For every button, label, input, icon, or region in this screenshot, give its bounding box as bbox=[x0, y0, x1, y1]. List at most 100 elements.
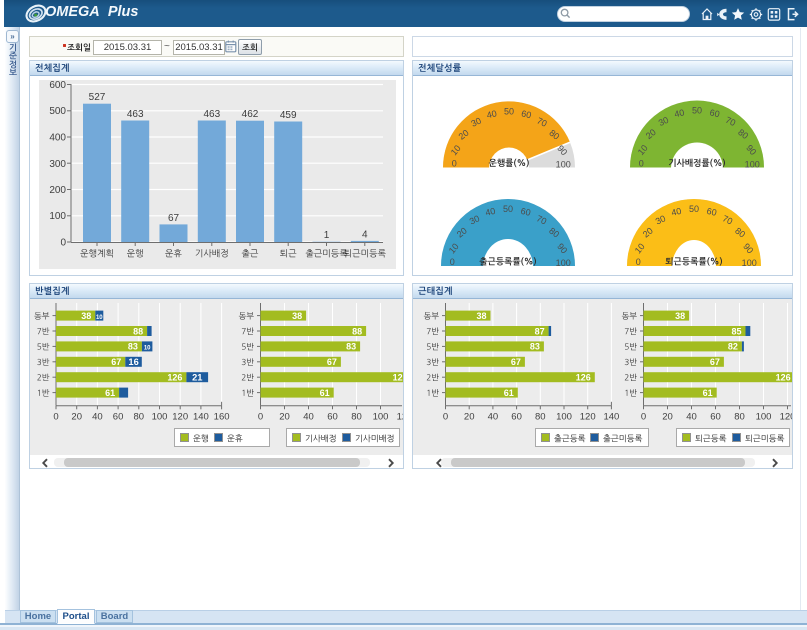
svg-text:60: 60 bbox=[706, 206, 718, 218]
svg-text:38: 38 bbox=[476, 311, 486, 321]
svg-text:50: 50 bbox=[689, 204, 699, 214]
svg-text:120: 120 bbox=[580, 411, 596, 421]
svg-text:40: 40 bbox=[92, 411, 103, 421]
svg-text:0: 0 bbox=[53, 411, 58, 421]
svg-text:50: 50 bbox=[504, 107, 514, 117]
svg-text:40: 40 bbox=[303, 411, 314, 421]
svg-text:67: 67 bbox=[111, 357, 121, 367]
svg-text:82: 82 bbox=[728, 342, 738, 352]
svg-text:90: 90 bbox=[555, 143, 569, 157]
svg-text:60: 60 bbox=[511, 411, 522, 421]
svg-text:400: 400 bbox=[49, 132, 66, 143]
svg-text:0: 0 bbox=[641, 411, 646, 421]
svg-text:80: 80 bbox=[734, 411, 745, 421]
svg-text:4: 4 bbox=[362, 229, 368, 240]
svg-text:120: 120 bbox=[780, 411, 792, 421]
svg-text:0: 0 bbox=[258, 411, 263, 421]
svg-text:70: 70 bbox=[535, 116, 548, 129]
svg-text:1: 1 bbox=[324, 230, 330, 241]
svg-text:126: 126 bbox=[776, 373, 791, 383]
svg-text:126: 126 bbox=[167, 373, 182, 383]
svg-text:300: 300 bbox=[49, 158, 66, 169]
svg-text:462: 462 bbox=[242, 109, 259, 120]
svg-text:40: 40 bbox=[670, 206, 682, 218]
svg-text:60: 60 bbox=[710, 411, 721, 421]
svg-text:90: 90 bbox=[744, 143, 758, 157]
svg-text:88: 88 bbox=[133, 326, 143, 336]
svg-text:126: 126 bbox=[576, 373, 591, 383]
svg-text:83: 83 bbox=[128, 342, 138, 352]
svg-text:80: 80 bbox=[733, 226, 747, 240]
svg-text:85: 85 bbox=[731, 326, 741, 336]
svg-text:87: 87 bbox=[535, 326, 545, 336]
svg-text:600: 600 bbox=[49, 80, 66, 91]
svg-text:100: 100 bbox=[756, 411, 772, 421]
svg-text:40: 40 bbox=[484, 206, 496, 218]
svg-text:80: 80 bbox=[351, 411, 362, 421]
svg-text:67: 67 bbox=[327, 357, 337, 367]
svg-text:40: 40 bbox=[686, 411, 697, 421]
svg-text:90: 90 bbox=[741, 241, 755, 255]
svg-text:10: 10 bbox=[636, 143, 650, 157]
svg-text:20: 20 bbox=[641, 226, 655, 240]
svg-text:100: 100 bbox=[556, 160, 571, 170]
svg-text:463: 463 bbox=[127, 109, 144, 120]
svg-text:61: 61 bbox=[105, 388, 115, 398]
svg-text:463: 463 bbox=[203, 109, 220, 120]
svg-text:100: 100 bbox=[152, 411, 168, 421]
svg-text:88: 88 bbox=[352, 326, 362, 336]
svg-text:120: 120 bbox=[397, 411, 403, 421]
svg-text:90: 90 bbox=[555, 241, 569, 255]
svg-text:70: 70 bbox=[724, 115, 737, 128]
svg-text:30: 30 bbox=[469, 116, 482, 129]
svg-text:60: 60 bbox=[113, 411, 124, 421]
svg-text:83: 83 bbox=[346, 342, 356, 352]
svg-text:126: 126 bbox=[393, 373, 403, 383]
svg-text:200: 200 bbox=[49, 185, 66, 196]
svg-text:40: 40 bbox=[673, 107, 685, 119]
svg-text:10: 10 bbox=[96, 315, 103, 321]
svg-text:60: 60 bbox=[520, 206, 532, 218]
svg-text:80: 80 bbox=[535, 411, 546, 421]
svg-text:0: 0 bbox=[636, 257, 641, 267]
svg-text:20: 20 bbox=[279, 411, 290, 421]
svg-text:10: 10 bbox=[447, 241, 461, 255]
svg-text:0: 0 bbox=[443, 411, 448, 421]
svg-text:140: 140 bbox=[193, 411, 209, 421]
svg-text:140: 140 bbox=[603, 411, 619, 421]
svg-text:40: 40 bbox=[488, 411, 499, 421]
svg-text:60: 60 bbox=[327, 411, 338, 421]
svg-text:80: 80 bbox=[547, 128, 561, 142]
svg-text:30: 30 bbox=[468, 213, 481, 226]
svg-text:16: 16 bbox=[128, 357, 138, 367]
svg-text:20: 20 bbox=[644, 127, 658, 141]
svg-text:50: 50 bbox=[692, 106, 702, 116]
svg-text:80: 80 bbox=[547, 226, 561, 240]
svg-text:20: 20 bbox=[464, 411, 475, 421]
svg-text:61: 61 bbox=[703, 388, 713, 398]
svg-text:67: 67 bbox=[168, 212, 180, 223]
svg-text:67: 67 bbox=[511, 357, 521, 367]
svg-text:70: 70 bbox=[535, 213, 548, 226]
svg-text:20: 20 bbox=[457, 128, 471, 142]
svg-text:20: 20 bbox=[71, 411, 82, 421]
svg-text:30: 30 bbox=[657, 115, 670, 128]
svg-text:50: 50 bbox=[503, 204, 513, 214]
svg-text:40: 40 bbox=[486, 108, 498, 120]
svg-text:83: 83 bbox=[530, 342, 540, 352]
svg-text:120: 120 bbox=[172, 411, 188, 421]
svg-text:0: 0 bbox=[450, 257, 455, 267]
svg-text:80: 80 bbox=[134, 411, 145, 421]
svg-text:30: 30 bbox=[654, 213, 667, 226]
svg-text:10: 10 bbox=[633, 241, 647, 255]
svg-text:459: 459 bbox=[280, 110, 297, 121]
svg-text:527: 527 bbox=[89, 92, 106, 103]
svg-text:100: 100 bbox=[556, 258, 571, 268]
svg-text:0: 0 bbox=[452, 159, 457, 169]
svg-text:0: 0 bbox=[60, 237, 66, 248]
svg-text:100: 100 bbox=[745, 160, 760, 170]
svg-text:500: 500 bbox=[49, 106, 66, 117]
svg-text:20: 20 bbox=[455, 226, 469, 240]
svg-text:67: 67 bbox=[710, 357, 720, 367]
svg-text:80: 80 bbox=[736, 127, 750, 141]
